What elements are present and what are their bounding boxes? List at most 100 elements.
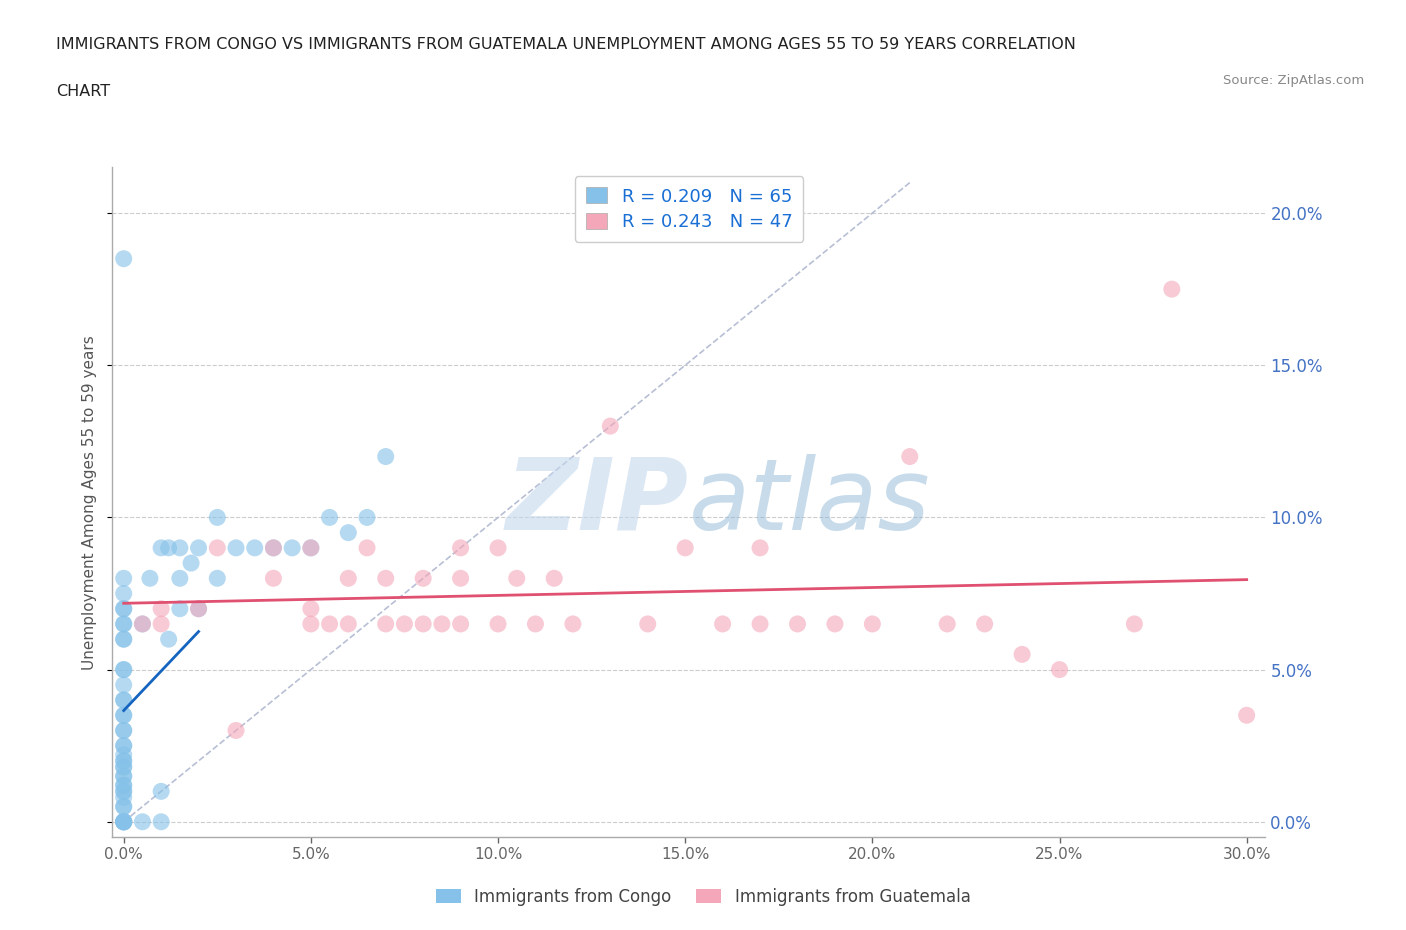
Point — [112, 784, 135, 799]
Point — [412, 571, 434, 586]
Point — [112, 677, 135, 692]
Point — [112, 617, 135, 631]
Text: CHART: CHART — [56, 84, 110, 99]
Point — [112, 784, 135, 799]
Point — [112, 815, 135, 830]
Point — [112, 693, 135, 708]
Point — [860, 617, 883, 631]
Point — [486, 617, 509, 631]
Point — [299, 540, 322, 555]
Point — [169, 571, 191, 586]
Point — [112, 760, 135, 775]
Point — [207, 540, 229, 555]
Point — [262, 571, 284, 586]
Point — [450, 617, 472, 631]
Point — [112, 753, 135, 768]
Legend: R = 0.209   N = 65, R = 0.243   N = 47: R = 0.209 N = 65, R = 0.243 N = 47 — [575, 177, 803, 242]
Point — [599, 418, 621, 433]
Point — [112, 723, 135, 737]
Point — [131, 617, 153, 631]
Point — [973, 617, 995, 631]
Point — [187, 602, 209, 617]
Point — [112, 815, 135, 830]
Point — [412, 617, 434, 631]
Point — [786, 617, 808, 631]
Point — [430, 617, 453, 631]
Point — [749, 540, 772, 555]
Point — [139, 571, 162, 586]
Point — [112, 571, 135, 586]
Point — [561, 617, 583, 631]
Point — [543, 571, 565, 586]
Point — [112, 662, 135, 677]
Legend: Immigrants from Congo, Immigrants from Guatemala: Immigrants from Congo, Immigrants from G… — [429, 881, 977, 912]
Point — [749, 617, 772, 631]
Point — [281, 540, 304, 555]
Point — [112, 769, 135, 784]
Point — [1236, 708, 1258, 723]
Point — [207, 571, 229, 586]
Point — [450, 571, 472, 586]
Point — [394, 617, 416, 631]
Point — [374, 617, 396, 631]
Point — [374, 571, 396, 586]
Point — [157, 540, 180, 555]
Point — [157, 631, 180, 646]
Point — [112, 586, 135, 601]
Point — [112, 748, 135, 763]
Point — [711, 617, 734, 631]
Point — [1123, 617, 1146, 631]
Point — [356, 510, 378, 525]
Point — [112, 662, 135, 677]
Point — [207, 510, 229, 525]
Point — [524, 617, 547, 631]
Point — [299, 540, 322, 555]
Point — [1011, 647, 1033, 662]
Point — [112, 631, 135, 646]
Point — [112, 815, 135, 830]
Point — [356, 540, 378, 555]
Point — [112, 753, 135, 768]
Point — [112, 602, 135, 617]
Point — [112, 815, 135, 830]
Text: IMMIGRANTS FROM CONGO VS IMMIGRANTS FROM GUATEMALA UNEMPLOYMENT AMONG AGES 55 TO: IMMIGRANTS FROM CONGO VS IMMIGRANTS FROM… — [56, 37, 1076, 52]
Point — [374, 449, 396, 464]
Point — [243, 540, 266, 555]
Point — [112, 815, 135, 830]
Point — [337, 525, 360, 540]
Point — [337, 571, 360, 586]
Point — [112, 769, 135, 784]
Point — [673, 540, 696, 555]
Point — [112, 708, 135, 723]
Point — [169, 602, 191, 617]
Point — [112, 738, 135, 753]
Point — [1160, 282, 1182, 297]
Point — [486, 540, 509, 555]
Point — [112, 617, 135, 631]
Point — [150, 602, 173, 617]
Point — [936, 617, 959, 631]
Point — [898, 449, 921, 464]
Point — [450, 540, 472, 555]
Point — [337, 617, 360, 631]
Point — [225, 723, 247, 737]
Text: ZIP: ZIP — [506, 454, 689, 551]
Point — [112, 790, 135, 804]
Point — [150, 815, 173, 830]
Point — [150, 617, 173, 631]
Text: Source: ZipAtlas.com: Source: ZipAtlas.com — [1223, 74, 1364, 87]
Point — [112, 602, 135, 617]
Point — [169, 540, 191, 555]
Point — [150, 784, 173, 799]
Point — [637, 617, 659, 631]
Point — [150, 540, 173, 555]
Point — [131, 617, 153, 631]
Point — [299, 617, 322, 631]
Point — [112, 777, 135, 792]
Point — [318, 617, 340, 631]
Point — [824, 617, 846, 631]
Point — [1049, 662, 1071, 677]
Y-axis label: Unemployment Among Ages 55 to 59 years: Unemployment Among Ages 55 to 59 years — [82, 335, 97, 670]
Point — [187, 602, 209, 617]
Point — [262, 540, 284, 555]
